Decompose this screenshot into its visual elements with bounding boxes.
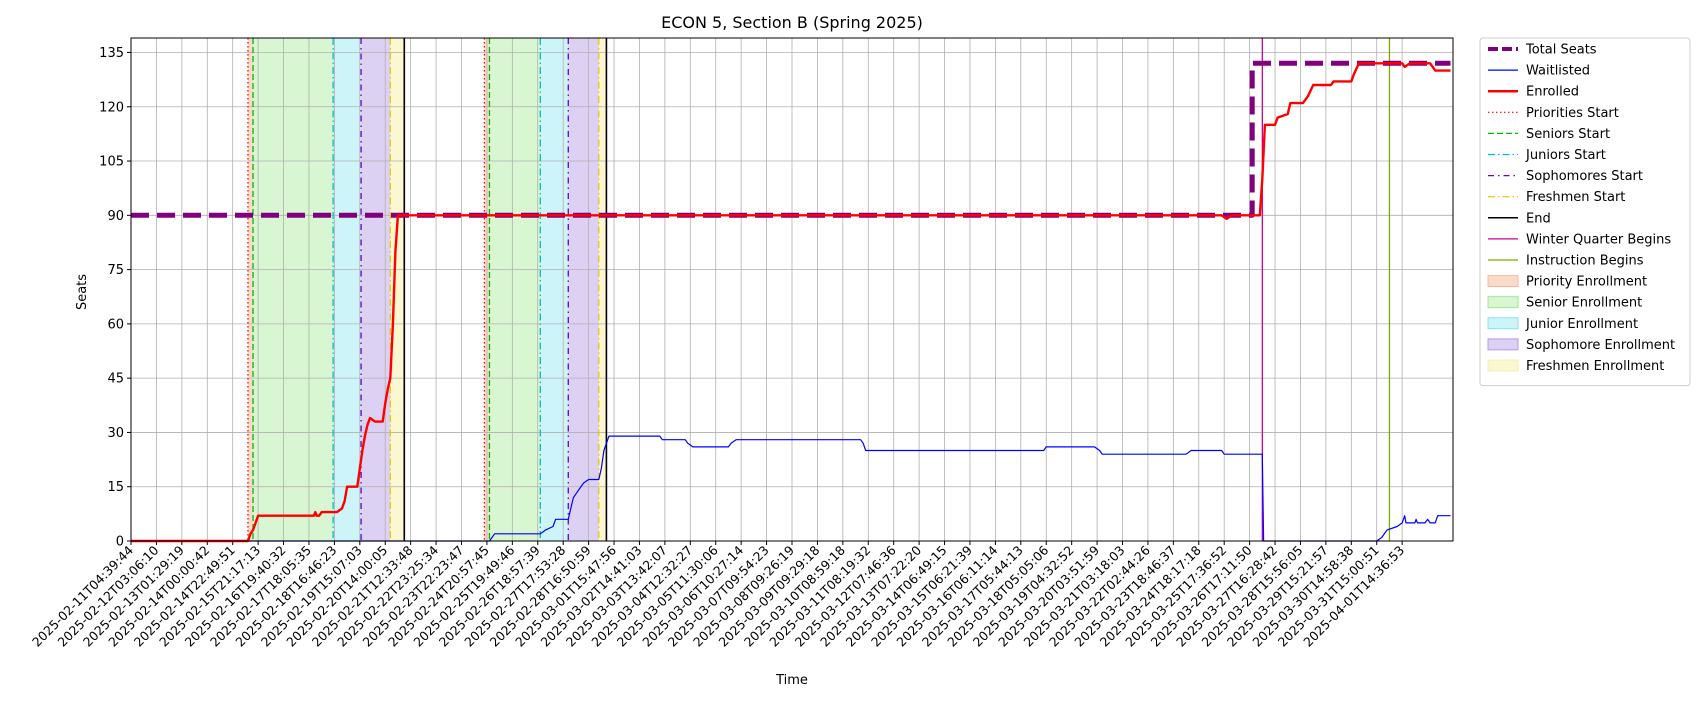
sophomore-enrollment-span-1 bbox=[361, 38, 391, 541]
junior-enrollment-span-1 bbox=[333, 38, 362, 541]
y-tick-label: 60 bbox=[107, 317, 124, 332]
legend-label-seniors-start: Seniors Start bbox=[1526, 127, 1610, 142]
legend-label-winter-quarter-begins: Winter Quarter Begins bbox=[1526, 232, 1671, 247]
enrolled-series bbox=[131, 62, 1451, 543]
series bbox=[131, 60, 1451, 543]
priority-enrollment-span-1 bbox=[247, 38, 254, 541]
legend-label-freshmen-enrollment: Freshmen Enrollment bbox=[1526, 359, 1664, 374]
chart-title: ECON 5, Section B (Spring 2025) bbox=[661, 13, 923, 32]
x-axis-label: Time bbox=[775, 673, 808, 688]
y-axis-label: Seats bbox=[75, 274, 90, 310]
legend-swatch-senior-enrollment bbox=[1487, 296, 1519, 309]
y-tick-label: 75 bbox=[107, 263, 124, 278]
y-tick-label: 120 bbox=[99, 100, 124, 115]
legend-label-total-seats: Total Seats bbox=[1525, 43, 1597, 58]
legend-box bbox=[1479, 37, 1691, 387]
phase-lines bbox=[247, 38, 1391, 541]
freshmen-enrollment-span-1 bbox=[390, 38, 405, 541]
y-tick-label: 30 bbox=[107, 426, 124, 441]
y-tick-label: 90 bbox=[107, 209, 124, 224]
waitlisted-series bbox=[131, 435, 1451, 542]
y-tick-label: 135 bbox=[99, 46, 124, 61]
legend-swatch-sophomore-enrollment bbox=[1487, 338, 1519, 351]
legend-label-senior-enrollment: Senior Enrollment bbox=[1526, 296, 1642, 311]
senior-enrollment-span-1 bbox=[253, 38, 334, 541]
legend-swatch-junior-enrollment bbox=[1487, 317, 1519, 330]
y-tick-label: 45 bbox=[107, 372, 124, 387]
y-tick-label: 0 bbox=[116, 535, 124, 550]
y-tick-label: 15 bbox=[107, 480, 124, 495]
total-seats-series bbox=[131, 60, 1451, 218]
senior-enrollment-span-2 bbox=[489, 38, 541, 541]
legend-label-priorities-start: Priorities Start bbox=[1526, 106, 1619, 121]
legend-label-juniors-start: Juniors Start bbox=[1525, 148, 1606, 163]
legend-label-waitlisted: Waitlisted bbox=[1526, 64, 1590, 79]
legend-label-freshmen-start: Freshmen Start bbox=[1526, 190, 1625, 205]
legend-swatch-freshmen-enrollment bbox=[1487, 359, 1519, 372]
enrollment-spans bbox=[247, 38, 607, 541]
legend-label-instruction-begins: Instruction Begins bbox=[1526, 254, 1644, 269]
junior-enrollment-span-2 bbox=[540, 38, 569, 541]
legend-label-junior-enrollment: Junior Enrollment bbox=[1525, 317, 1638, 332]
legend-swatch-priority-enrollment bbox=[1487, 275, 1519, 288]
y-axis: 0 15 30 45 60 75 90 105 120 135 bbox=[99, 46, 131, 550]
y-tick-label: 105 bbox=[99, 155, 124, 170]
legend-label-end: End bbox=[1526, 211, 1551, 226]
freshmen-enrollment-span-2 bbox=[598, 38, 607, 541]
legend: Total Seats Waitlisted Enrolled Priorities … bbox=[1479, 37, 1691, 387]
x-axis: 2025-02-11T04:39:442025-02-12T03:06:1020… bbox=[29, 541, 1407, 650]
legend-label-enrolled: Enrolled bbox=[1526, 85, 1579, 100]
sophomore-enrollment-span-2 bbox=[568, 38, 599, 541]
legend-label-sophomores-start: Sophomores Start bbox=[1526, 169, 1643, 184]
legend-label-priority-enrollment: Priority Enrollment bbox=[1526, 275, 1647, 290]
legend-label-sophomore-enrollment: Sophomore Enrollment bbox=[1526, 338, 1675, 353]
